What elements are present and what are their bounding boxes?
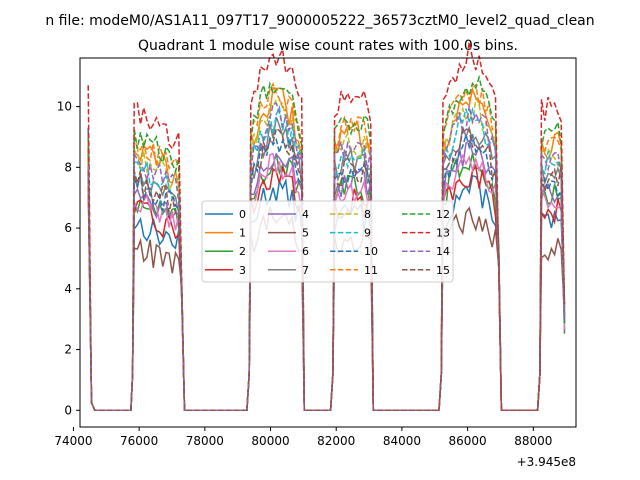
legend-label-12: 12 bbox=[436, 208, 450, 221]
series-line-15 bbox=[87, 127, 566, 412]
y-tick-label: 0 bbox=[64, 403, 72, 417]
legend-box bbox=[201, 200, 454, 283]
y-tick-label: 8 bbox=[64, 160, 72, 174]
y-tick-label: 2 bbox=[64, 343, 72, 357]
x-tick-label: 86000 bbox=[449, 434, 487, 448]
series-line-13 bbox=[87, 42, 566, 412]
x-axis: 74000 76000 78000 80000 82000 84000 86000 88000 bbox=[54, 427, 552, 448]
x-tick-label: 80000 bbox=[251, 434, 289, 448]
legend-label-1: 1 bbox=[239, 227, 246, 240]
legend-label-11: 11 bbox=[364, 264, 378, 277]
series-line-10 bbox=[87, 132, 566, 412]
legend-label-7: 7 bbox=[302, 264, 309, 277]
legend-label-8: 8 bbox=[364, 208, 371, 221]
legend-label-15: 15 bbox=[436, 264, 450, 277]
legend-label-4: 4 bbox=[302, 208, 309, 221]
legend-label-5: 5 bbox=[302, 227, 309, 240]
x-tick-label: 88000 bbox=[514, 434, 552, 448]
legend-label-2: 2 bbox=[239, 245, 246, 258]
x-tick-label: 84000 bbox=[383, 434, 421, 448]
y-tick-label: 6 bbox=[64, 221, 72, 235]
chart-suptitle: n file: modeM0/AS1A11_097T17_9000005222_… bbox=[45, 13, 594, 29]
legend-label-3: 3 bbox=[239, 264, 246, 277]
y-axis: 0 2 4 6 8 10 bbox=[57, 100, 80, 417]
x-tick-label: 78000 bbox=[186, 434, 224, 448]
legend-label-6: 6 bbox=[302, 245, 309, 258]
plot-frame bbox=[79, 57, 577, 428]
x-tick-label: 74000 bbox=[54, 434, 92, 448]
legend-label-14: 14 bbox=[436, 245, 450, 258]
legend-label-0: 0 bbox=[239, 208, 246, 221]
legend-label-13: 13 bbox=[436, 227, 450, 240]
x-tick-label: 82000 bbox=[317, 434, 355, 448]
legend-label-10: 10 bbox=[364, 245, 378, 258]
x-tick-label: 76000 bbox=[120, 434, 158, 448]
series-line-14 bbox=[87, 102, 566, 412]
x-offset-label: +3.945e8 bbox=[517, 455, 576, 469]
y-tick-label: 4 bbox=[64, 282, 72, 296]
chart-title: Quadrant 1 module wise count rates with … bbox=[138, 38, 518, 54]
legend-label-9: 9 bbox=[364, 227, 371, 240]
y-tick-label: 10 bbox=[57, 100, 72, 114]
